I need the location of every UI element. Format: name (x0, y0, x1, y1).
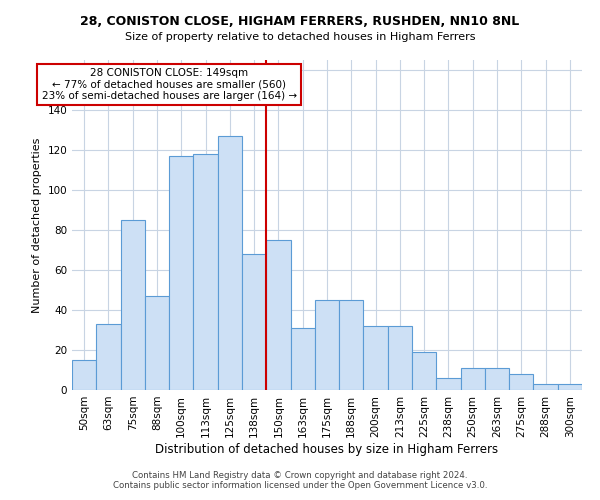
Bar (96, 324, 121, 390)
Bar (436, 378, 461, 390)
Bar (364, 326, 388, 390)
Bar (533, 384, 558, 390)
Text: Contains HM Land Registry data © Crown copyright and database right 2024.
Contai: Contains HM Land Registry data © Crown c… (113, 470, 487, 490)
Bar (193, 154, 218, 390)
Y-axis label: Number of detached properties: Number of detached properties (32, 138, 42, 312)
Bar (339, 300, 364, 390)
Text: Size of property relative to detached houses in Higham Ferrers: Size of property relative to detached ho… (125, 32, 475, 42)
Text: 28 CONISTON CLOSE: 149sqm
← 77% of detached houses are smaller (560)
23% of semi: 28 CONISTON CLOSE: 149sqm ← 77% of detac… (41, 68, 297, 101)
Bar (461, 368, 485, 390)
Bar (145, 296, 169, 390)
Bar (388, 326, 412, 390)
X-axis label: Distribution of detached houses by size in Higham Ferrers: Distribution of detached houses by size … (155, 442, 499, 456)
Bar (412, 352, 436, 390)
Bar (121, 220, 145, 390)
Bar (72, 360, 96, 390)
Bar (485, 368, 509, 390)
Bar (266, 240, 290, 390)
Bar (315, 300, 339, 390)
Bar (218, 136, 242, 390)
Bar (290, 328, 315, 390)
Bar (509, 374, 533, 390)
Bar (558, 384, 582, 390)
Bar (242, 254, 266, 390)
Bar (169, 156, 193, 390)
Text: 28, CONISTON CLOSE, HIGHAM FERRERS, RUSHDEN, NN10 8NL: 28, CONISTON CLOSE, HIGHAM FERRERS, RUSH… (80, 15, 520, 28)
